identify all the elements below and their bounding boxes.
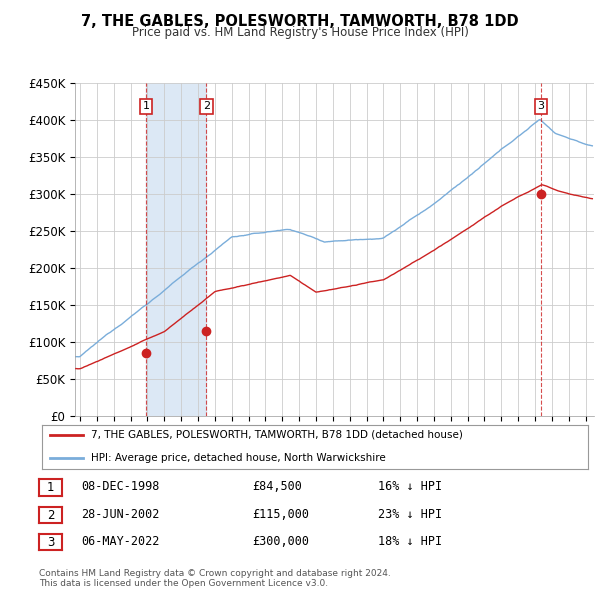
Text: 1: 1	[143, 101, 149, 112]
Text: 3: 3	[47, 536, 54, 549]
Text: 2: 2	[47, 509, 54, 522]
Text: £300,000: £300,000	[252, 535, 309, 548]
Text: 7, THE GABLES, POLESWORTH, TAMWORTH, B78 1DD (detached house): 7, THE GABLES, POLESWORTH, TAMWORTH, B78…	[91, 430, 463, 440]
Text: 16% ↓ HPI: 16% ↓ HPI	[378, 480, 442, 493]
Text: £84,500: £84,500	[252, 480, 302, 493]
Text: 7, THE GABLES, POLESWORTH, TAMWORTH, B78 1DD: 7, THE GABLES, POLESWORTH, TAMWORTH, B78…	[81, 14, 519, 29]
Text: 2: 2	[203, 101, 210, 112]
Text: 23% ↓ HPI: 23% ↓ HPI	[378, 508, 442, 521]
Text: 18% ↓ HPI: 18% ↓ HPI	[378, 535, 442, 548]
Text: Contains HM Land Registry data © Crown copyright and database right 2024.
This d: Contains HM Land Registry data © Crown c…	[39, 569, 391, 588]
Text: Price paid vs. HM Land Registry's House Price Index (HPI): Price paid vs. HM Land Registry's House …	[131, 26, 469, 39]
Text: £115,000: £115,000	[252, 508, 309, 521]
Text: 3: 3	[538, 101, 544, 112]
Text: 28-JUN-2002: 28-JUN-2002	[81, 508, 160, 521]
Text: 1: 1	[47, 481, 54, 494]
Bar	[146, 83, 206, 416]
Text: 06-MAY-2022: 06-MAY-2022	[81, 535, 160, 548]
Text: 08-DEC-1998: 08-DEC-1998	[81, 480, 160, 493]
Text: HPI: Average price, detached house, North Warwickshire: HPI: Average price, detached house, Nort…	[91, 453, 386, 463]
